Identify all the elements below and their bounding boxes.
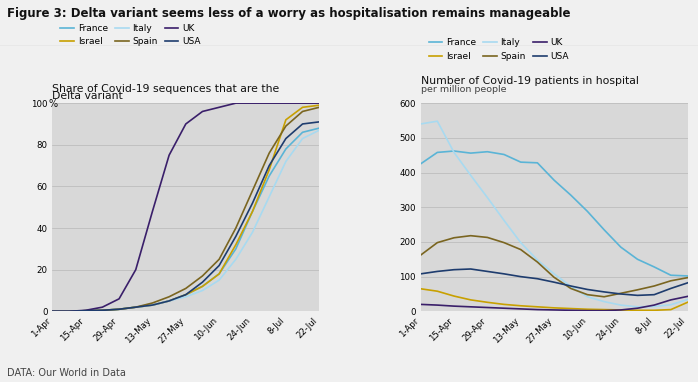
Text: DATA: Our World in Data: DATA: Our World in Data	[7, 368, 126, 378]
Legend: France, Israel, Italy, Spain, UK, USA: France, Israel, Italy, Spain, UK, USA	[425, 35, 572, 65]
Legend: France, Israel, Italy, Spain, UK, USA: France, Israel, Italy, Spain, UK, USA	[57, 20, 204, 50]
Text: Figure 3: Delta variant seems less of a worry as hospitalisation remains managea: Figure 3: Delta variant seems less of a …	[7, 7, 570, 20]
Text: Delta variant: Delta variant	[52, 91, 123, 101]
Text: %: %	[49, 99, 58, 109]
Text: Share of Covid-19 sequences that are the: Share of Covid-19 sequences that are the	[52, 84, 280, 94]
Text: per million people: per million people	[421, 84, 506, 94]
Text: Number of Covid-19 patients in hospital: Number of Covid-19 patients in hospital	[421, 76, 639, 86]
